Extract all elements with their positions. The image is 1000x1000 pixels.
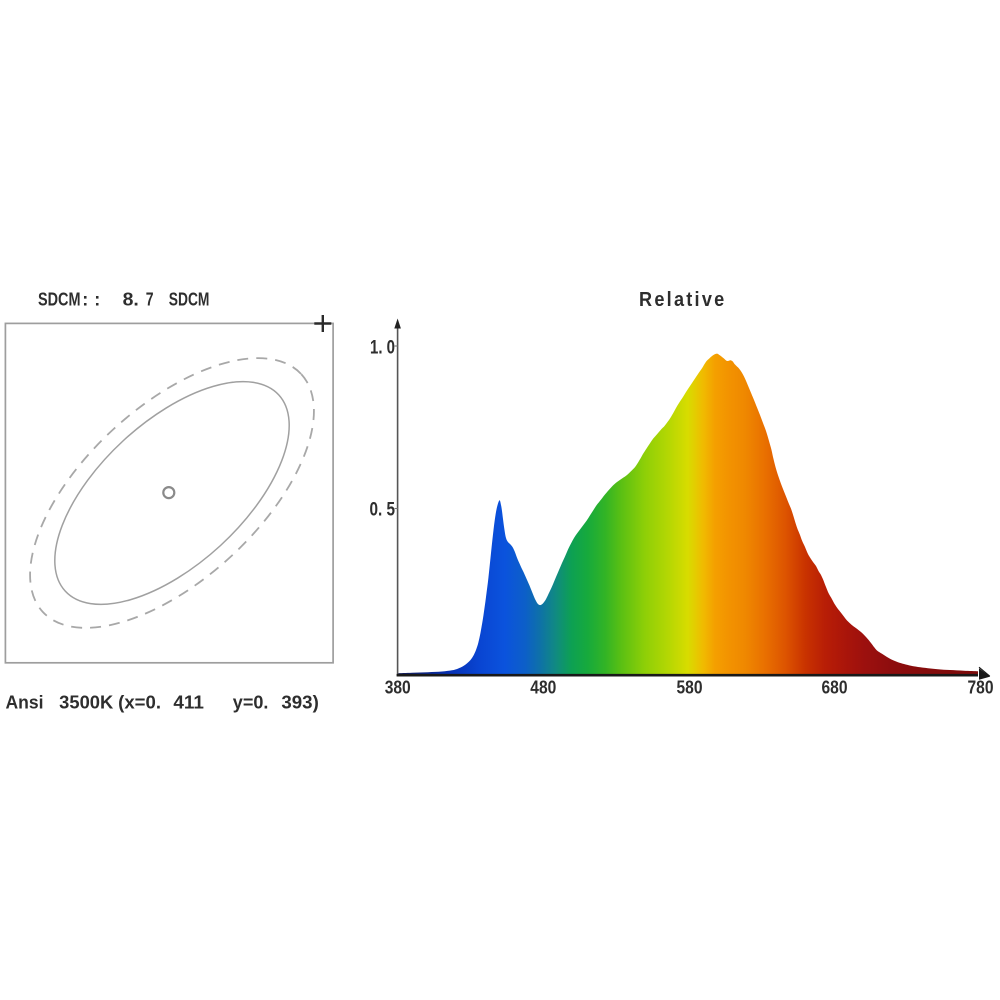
svg-text:SDCM: SDCM [169, 290, 210, 310]
svg-text::: : [94, 290, 100, 310]
svg-text:8.: 8. [123, 290, 139, 310]
svg-text:Ansi: Ansi [6, 693, 44, 713]
svg-text:780: 780 [968, 677, 994, 697]
svg-text:(x=0.: (x=0. [118, 693, 161, 713]
svg-text:380: 380 [385, 677, 411, 697]
svg-text:480: 480 [530, 677, 556, 697]
svg-text:3500K: 3500K [59, 693, 113, 713]
svg-text:393): 393) [281, 693, 318, 713]
svg-text:680: 680 [822, 677, 848, 697]
svg-text:SDCM: SDCM [38, 290, 81, 310]
svg-text:Relative: Relative [639, 289, 727, 311]
svg-text:580: 580 [677, 677, 703, 697]
svg-text:411: 411 [173, 693, 204, 713]
svg-text:7: 7 [146, 290, 154, 310]
svg-text:1. 0: 1. 0 [370, 337, 395, 358]
svg-text:0. 5: 0. 5 [370, 500, 396, 521]
svg-text:y=0.: y=0. [233, 693, 269, 713]
svg-text::: : [82, 290, 88, 310]
